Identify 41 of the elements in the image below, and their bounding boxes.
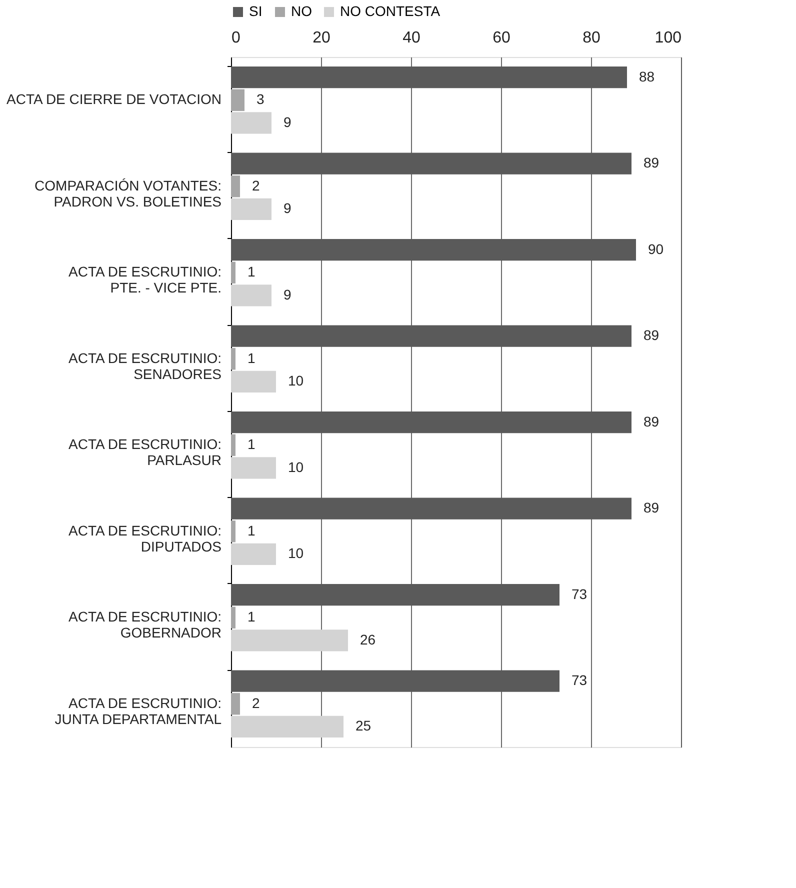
data-label: 25 bbox=[356, 718, 372, 734]
data-label: 10 bbox=[288, 545, 304, 562]
y-tick-label: ACTA DE ESCRUTINIO: DIPUTADOS bbox=[68, 522, 222, 554]
data-label: 1 bbox=[248, 264, 256, 280]
data-label: 1 bbox=[248, 350, 256, 366]
data-label: 10 bbox=[288, 372, 304, 389]
x-tick-label: 40 bbox=[402, 30, 420, 46]
data-label: 1 bbox=[248, 522, 256, 538]
data-label: 2 bbox=[252, 694, 260, 711]
data-label: 2 bbox=[252, 177, 260, 194]
data-label: 9 bbox=[284, 286, 292, 302]
x-tick-label: 80 bbox=[582, 30, 600, 46]
data-label: 9 bbox=[284, 114, 292, 130]
data-label: 3 bbox=[256, 91, 264, 108]
data-label: 89 bbox=[644, 500, 660, 516]
data-label: 1 bbox=[248, 608, 256, 625]
y-tick-label: ACTA DE ESCRUTINIO: GOBERNADOR bbox=[68, 608, 222, 641]
y-tick-label: ACTA DE ESCRUTINIO: PARLASUR bbox=[68, 436, 222, 468]
y-tick-label: ACTA DE CIERRE DE VOTACION bbox=[6, 91, 222, 108]
x-tick-label: 60 bbox=[492, 30, 510, 46]
data-label: 26 bbox=[360, 631, 376, 648]
data-label: 1 bbox=[248, 436, 256, 452]
y-tick-label: ACTA DE ESCRUTINIO: JUNTA DEPARTAMENTAL bbox=[54, 694, 222, 727]
x-tick-label: 100 bbox=[654, 30, 682, 46]
legend-label: NO CONTESTA bbox=[340, 3, 441, 19]
x-tick-label: 20 bbox=[312, 30, 330, 46]
legend-label: SI bbox=[249, 3, 262, 19]
data-label: 73 bbox=[572, 586, 588, 602]
data-label: 89 bbox=[644, 154, 660, 171]
y-tick-label: ACTA DE ESCRUTINIO: PTE. - VICE PTE. bbox=[68, 264, 222, 296]
y-tick-label: COMPARACIÓN VOTANTES: PADRON VS. BOLETINES bbox=[34, 177, 222, 210]
y-tick-label: ACTA DE ESCRUTINIO: SENADORES bbox=[68, 350, 222, 382]
legend-label: NO bbox=[291, 3, 312, 19]
data-label: 10 bbox=[288, 458, 304, 475]
data-label: 73 bbox=[572, 672, 588, 688]
data-label: 89 bbox=[644, 327, 660, 344]
x-tick-label: 0 bbox=[232, 30, 240, 46]
data-label: 88 bbox=[639, 68, 655, 84]
data-label: 89 bbox=[644, 413, 660, 430]
data-label: 9 bbox=[284, 200, 292, 216]
data-label: 90 bbox=[648, 240, 664, 257]
